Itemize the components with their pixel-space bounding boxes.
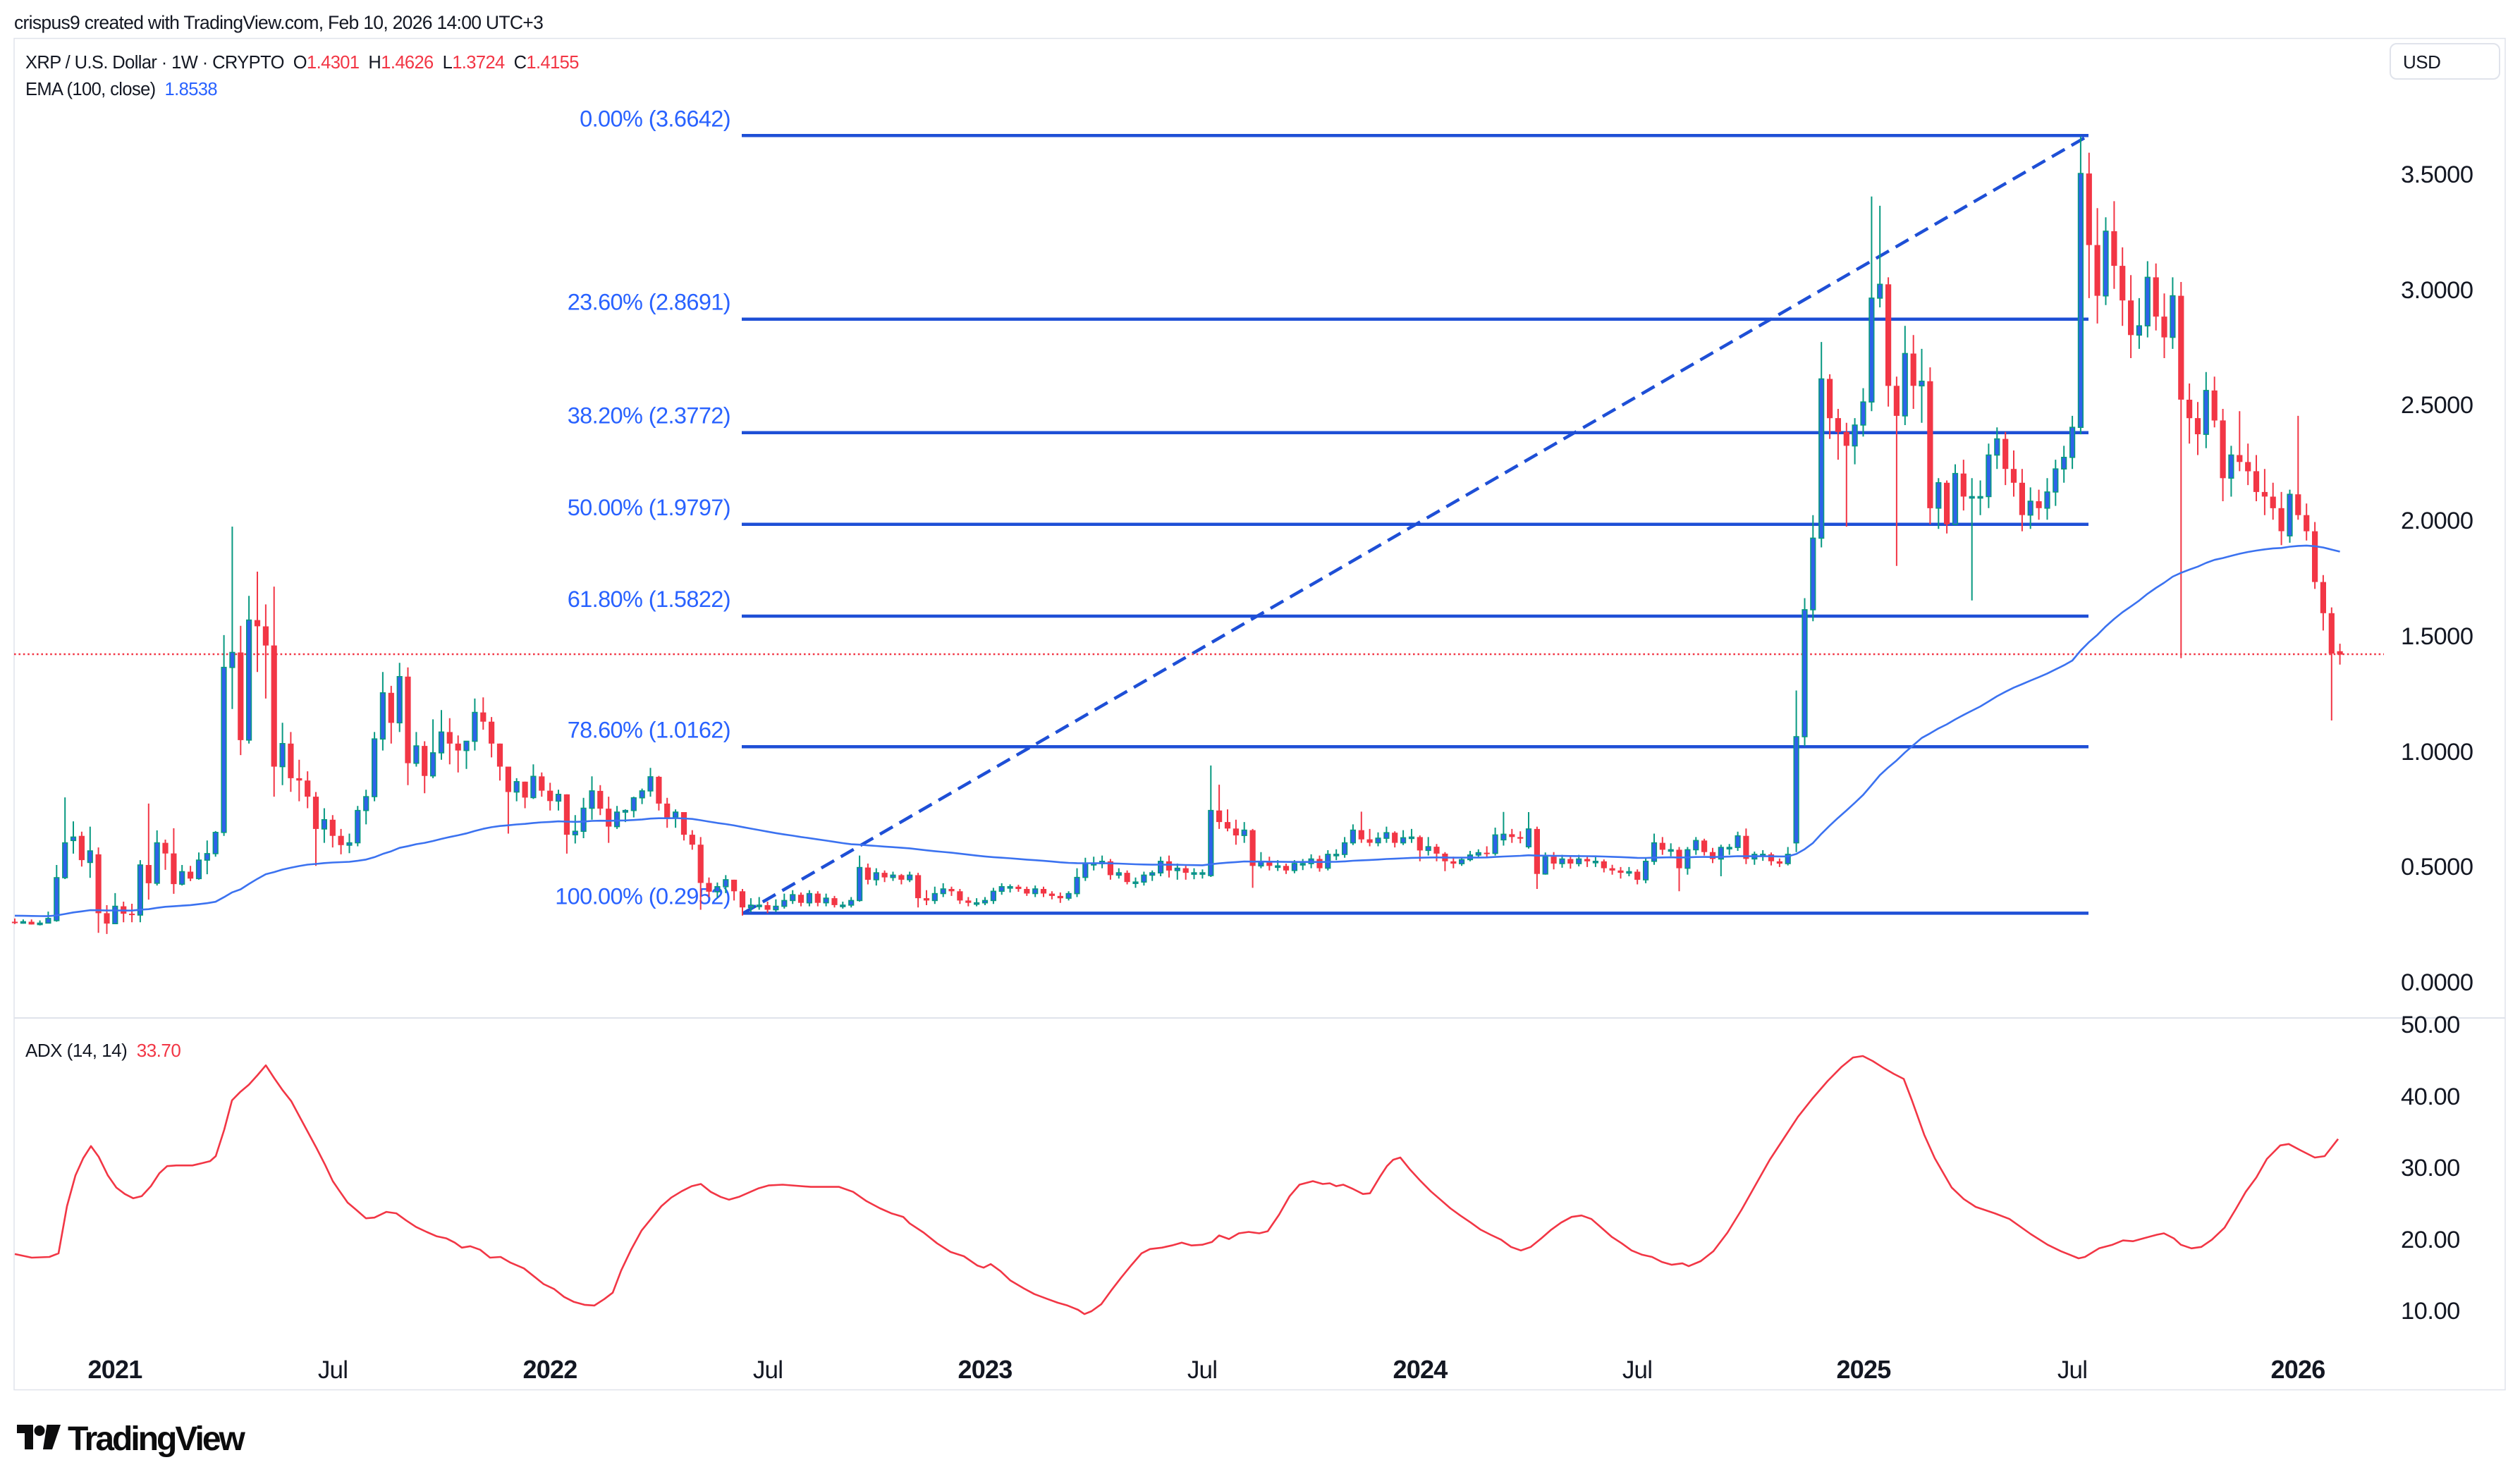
svg-text:EMA (100, close) 1.8538: EMA (100, close) 1.8538 (25, 80, 217, 99)
svg-text:10.00: 10.00 (2401, 1298, 2460, 1325)
svg-text:2022: 2022 (523, 1355, 577, 1384)
svg-text:Jul: Jul (1622, 1356, 1652, 1384)
svg-text:2023: 2023 (958, 1355, 1013, 1384)
svg-text:2.5000: 2.5000 (2401, 392, 2473, 419)
svg-text:2026: 2026 (2271, 1355, 2325, 1384)
svg-text:Jul: Jul (2057, 1356, 2087, 1384)
svg-text:100.00% (0.2952): 100.00% (0.2952) (555, 883, 730, 909)
svg-text:50.00: 50.00 (2401, 1012, 2460, 1038)
svg-text:3.5000: 3.5000 (2401, 161, 2473, 188)
svg-text:2.0000: 2.0000 (2401, 508, 2473, 534)
svg-text:61.80% (1.5822): 61.80% (1.5822) (568, 587, 730, 612)
svg-text:0.00% (3.6642): 0.00% (3.6642) (580, 106, 730, 131)
svg-text:crispus9 created with TradingV: crispus9 created with TradingView.com, F… (14, 12, 543, 33)
svg-text:78.60% (1.0162): 78.60% (1.0162) (568, 717, 730, 742)
svg-text:50.00% (1.9797): 50.00% (1.9797) (568, 495, 730, 520)
svg-text:1.5000: 1.5000 (2401, 623, 2473, 650)
svg-text:0.5000: 0.5000 (2401, 854, 2473, 880)
svg-text:2024: 2024 (1393, 1355, 1448, 1384)
svg-text:USD: USD (2403, 51, 2440, 73)
svg-text:1.0000: 1.0000 (2401, 739, 2473, 766)
svg-text:30.00: 30.00 (2401, 1155, 2460, 1182)
svg-text:Jul: Jul (753, 1356, 783, 1384)
svg-text:TradingView: TradingView (68, 1420, 246, 1458)
svg-text:ADX (14, 14) 33.70: ADX (14, 14) 33.70 (25, 1040, 181, 1061)
svg-text:0.0000: 0.0000 (2401, 969, 2473, 996)
svg-text:Jul: Jul (318, 1356, 348, 1384)
svg-text:38.20% (2.3772): 38.20% (2.3772) (568, 403, 730, 429)
svg-text:Jul: Jul (1187, 1356, 1217, 1384)
svg-text:2025: 2025 (1837, 1355, 1892, 1384)
svg-text:XRP / U.S. Dollar · 1W · CRYPT: XRP / U.S. Dollar · 1W · CRYPTO O1.4301 … (25, 53, 579, 73)
svg-text:3.0000: 3.0000 (2401, 277, 2473, 304)
svg-text:23.60% (2.8691): 23.60% (2.8691) (568, 290, 730, 315)
svg-text:20.00: 20.00 (2401, 1227, 2460, 1253)
svg-text:40.00: 40.00 (2401, 1084, 2460, 1110)
svg-text:2021: 2021 (88, 1355, 143, 1384)
